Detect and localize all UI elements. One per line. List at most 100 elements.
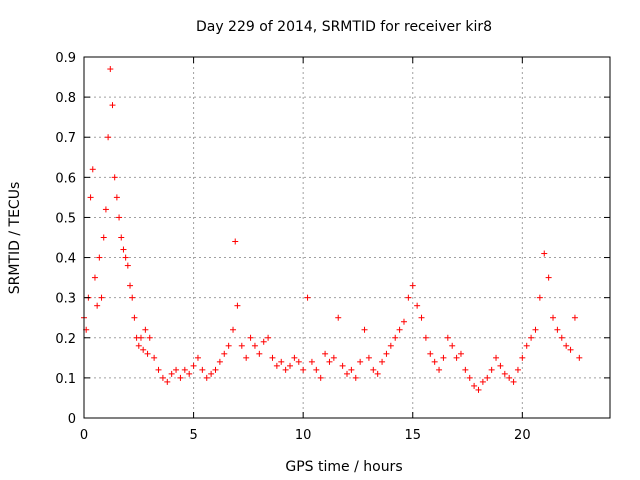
data-point [118,234,125,241]
data-point [436,366,443,373]
data-point [536,294,543,301]
data-point [396,326,403,333]
data-point [519,354,526,361]
data-point [247,334,254,341]
data-points [81,66,583,393]
data-point [107,66,114,73]
data-point [109,102,116,109]
data-point [514,366,521,373]
data-point [124,262,131,269]
data-point [186,370,193,377]
data-point [234,302,241,309]
data-point [444,334,451,341]
data-point [348,366,355,373]
data-point [479,378,486,385]
data-point [383,350,390,357]
data-point [431,358,438,365]
data-point [181,366,188,373]
data-point [256,350,263,357]
data-point [216,358,223,365]
y-tick-label: 0.7 [55,131,76,146]
data-point [550,314,557,321]
data-point [273,362,280,369]
data-point [352,374,359,381]
data-point [392,334,399,341]
tick-labels: 0 0.1 0.2 0.3 0.4 0.5 0.6 0.7 0.8 0.9 0 5 10 15 20 [55,51,530,443]
data-point [173,366,180,373]
data-point [418,314,425,321]
y-tick-label: 0.4 [55,252,76,267]
data-point [91,274,98,281]
data-point [493,354,500,361]
data-point [137,334,144,341]
y-tick-label: 0.6 [55,171,76,186]
data-point [322,350,329,357]
data-point [135,342,142,349]
data-point [466,374,473,381]
data-point [199,366,206,373]
data-point [131,314,138,321]
x-tick-label: 0 [80,428,88,443]
data-point [94,302,101,309]
data-point [212,366,219,373]
data-point [379,358,386,365]
data-point [317,374,324,381]
y-tick-label: 0.5 [55,211,76,226]
data-point [370,366,377,373]
data-point [462,366,469,373]
data-point [260,338,267,345]
data-point [357,358,364,365]
data-point [449,342,456,349]
data-point [361,326,368,333]
x-axis-label: GPS time / hours [285,459,402,475]
data-point [120,246,127,253]
data-point [142,326,149,333]
data-point [541,250,548,257]
y-axis-label: SRMTID / TECUs [7,182,23,295]
data-point [122,254,129,261]
data-point [414,302,421,309]
data-point [100,234,107,241]
data-point [155,366,162,373]
data-point [194,354,201,361]
x-tick-label: 5 [189,428,197,443]
data-point [422,334,429,341]
y-tick-label: 0.2 [55,332,76,347]
data-point [295,358,302,365]
data-point [265,334,272,341]
data-point [221,350,228,357]
data-point [251,342,258,349]
data-point [144,350,151,357]
chart-title: Day 229 of 2014, SRMTID for receiver kir… [196,19,492,35]
data-point [300,366,307,373]
data-point [282,366,289,373]
data-point [313,366,320,373]
data-point [554,326,561,333]
x-tick-label: 15 [404,428,421,443]
data-point [116,214,123,221]
x-tick-label: 10 [295,428,312,443]
data-point [278,358,285,365]
data-point [330,354,337,361]
data-point [532,326,539,333]
data-point [238,342,245,349]
data-point [427,350,434,357]
data-point [225,342,232,349]
data-point [387,342,394,349]
data-point [208,370,215,377]
data-point [269,354,276,361]
data-point [190,362,197,369]
data-point [484,374,491,381]
data-point [98,294,105,301]
data-point [558,334,565,341]
data-point [440,354,447,361]
data-point [523,342,530,349]
data-point [510,378,517,385]
data-point [339,362,346,369]
data-point [374,370,381,377]
data-point [409,282,416,289]
data-point [506,374,513,381]
data-point [232,238,239,245]
data-point [164,378,171,385]
